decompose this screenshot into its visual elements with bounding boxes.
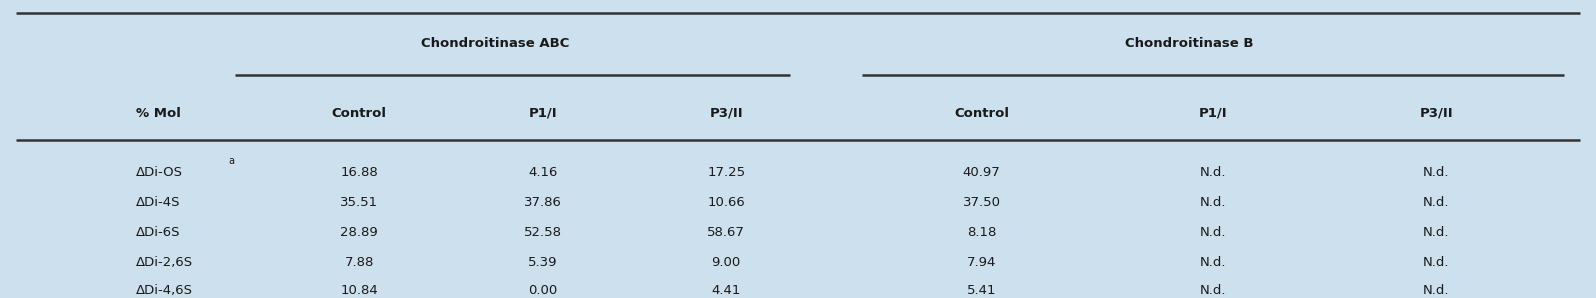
Text: 35.51: 35.51 bbox=[340, 196, 378, 209]
Text: 52.58: 52.58 bbox=[523, 226, 562, 239]
Text: N.d.: N.d. bbox=[1424, 196, 1449, 209]
Text: ΔDi-2,6S: ΔDi-2,6S bbox=[136, 256, 193, 269]
Text: 0.00: 0.00 bbox=[528, 284, 557, 297]
Text: Chondroitinase B: Chondroitinase B bbox=[1125, 37, 1253, 50]
Text: 10.66: 10.66 bbox=[707, 196, 745, 209]
Text: N.d.: N.d. bbox=[1200, 226, 1226, 239]
Text: ΔDi-OS: ΔDi-OS bbox=[136, 166, 182, 179]
Text: 16.88: 16.88 bbox=[340, 166, 378, 179]
Text: N.d.: N.d. bbox=[1424, 256, 1449, 269]
Text: N.d.: N.d. bbox=[1424, 226, 1449, 239]
Text: ΔDi-6S: ΔDi-6S bbox=[136, 226, 180, 239]
Text: P3/II: P3/II bbox=[1419, 107, 1454, 120]
Text: 7.94: 7.94 bbox=[967, 256, 996, 269]
Text: N.d.: N.d. bbox=[1424, 284, 1449, 297]
Text: P1/I: P1/I bbox=[528, 107, 557, 120]
Text: 7.88: 7.88 bbox=[345, 256, 373, 269]
Text: 4.16: 4.16 bbox=[528, 166, 557, 179]
Text: N.d.: N.d. bbox=[1200, 284, 1226, 297]
Text: P1/I: P1/I bbox=[1199, 107, 1227, 120]
Text: 8.18: 8.18 bbox=[967, 226, 996, 239]
Text: P3/II: P3/II bbox=[709, 107, 744, 120]
Text: 37.50: 37.50 bbox=[962, 196, 1001, 209]
Text: N.d.: N.d. bbox=[1424, 166, 1449, 179]
Text: ΔDi-4,6S: ΔDi-4,6S bbox=[136, 284, 193, 297]
Text: ΔDi-4S: ΔDi-4S bbox=[136, 196, 180, 209]
Text: N.d.: N.d. bbox=[1200, 196, 1226, 209]
Text: 40.97: 40.97 bbox=[962, 166, 1001, 179]
Text: 4.41: 4.41 bbox=[712, 284, 741, 297]
Text: 37.86: 37.86 bbox=[523, 196, 562, 209]
Text: Control: Control bbox=[332, 107, 386, 120]
Text: Chondroitinase ABC: Chondroitinase ABC bbox=[421, 37, 568, 50]
Text: 58.67: 58.67 bbox=[707, 226, 745, 239]
Text: % Mol: % Mol bbox=[136, 107, 180, 120]
Text: 17.25: 17.25 bbox=[707, 166, 745, 179]
Text: a: a bbox=[228, 156, 235, 166]
Text: 28.89: 28.89 bbox=[340, 226, 378, 239]
Text: Control: Control bbox=[954, 107, 1009, 120]
Text: N.d.: N.d. bbox=[1200, 166, 1226, 179]
Text: 5.41: 5.41 bbox=[967, 284, 996, 297]
Text: 9.00: 9.00 bbox=[712, 256, 741, 269]
Text: 10.84: 10.84 bbox=[340, 284, 378, 297]
Text: N.d.: N.d. bbox=[1200, 256, 1226, 269]
Text: 5.39: 5.39 bbox=[528, 256, 557, 269]
